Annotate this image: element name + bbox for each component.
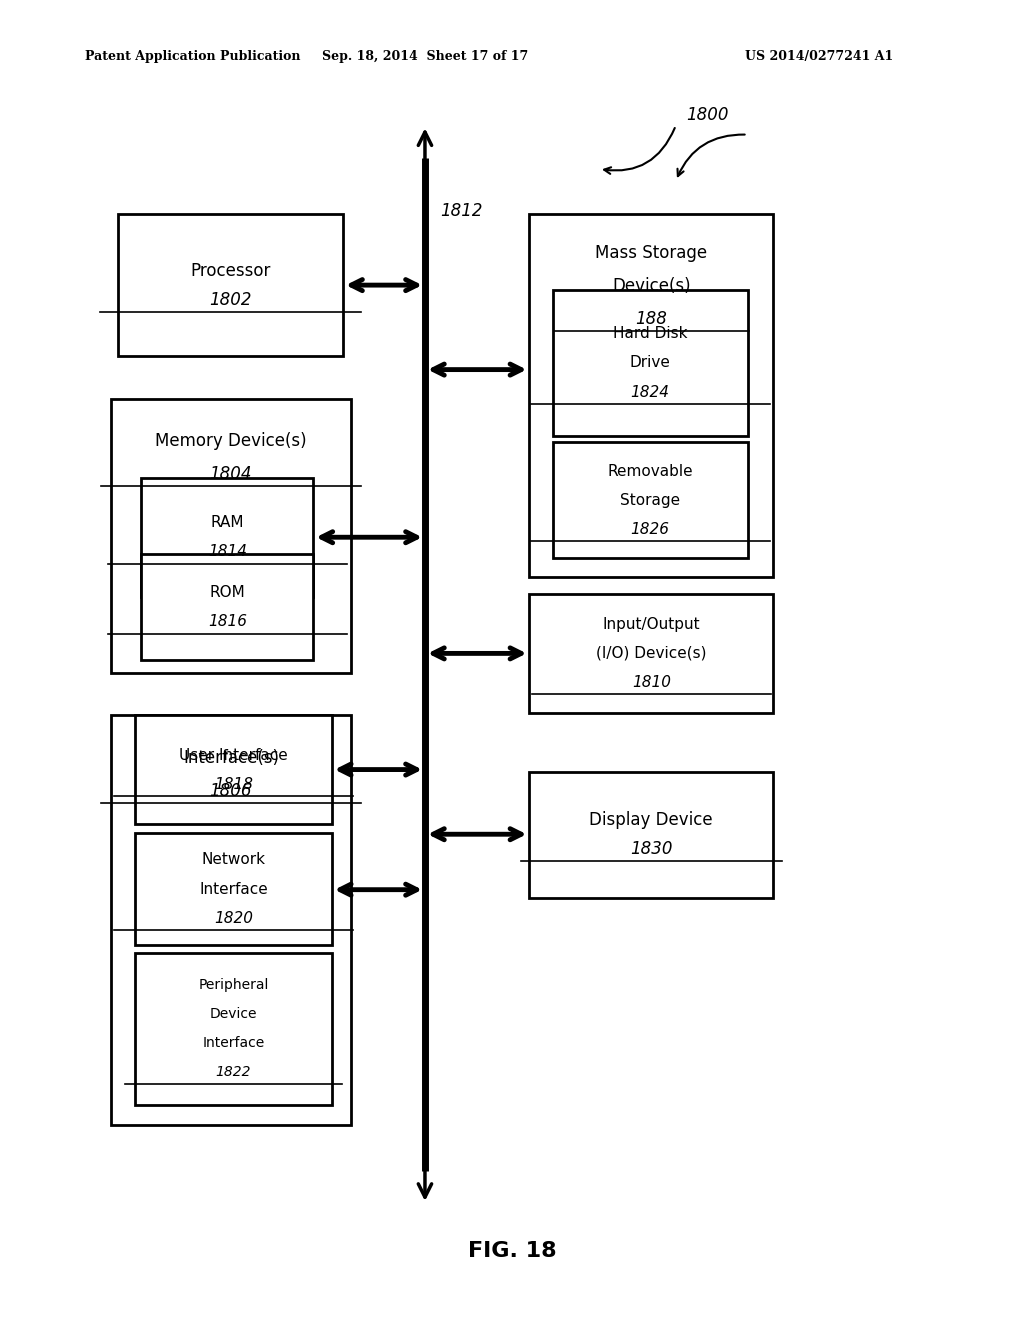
FancyArrowPatch shape <box>604 128 675 174</box>
Text: Processor: Processor <box>190 261 270 280</box>
FancyArrowPatch shape <box>678 135 744 176</box>
FancyBboxPatch shape <box>553 290 748 436</box>
Text: Mass Storage: Mass Storage <box>595 244 708 263</box>
Text: ROM: ROM <box>210 585 245 601</box>
FancyBboxPatch shape <box>553 442 748 558</box>
Text: Interface(s): Interface(s) <box>183 748 279 767</box>
FancyBboxPatch shape <box>529 594 773 713</box>
Text: US 2014/0277241 A1: US 2014/0277241 A1 <box>745 50 893 63</box>
Text: 1806: 1806 <box>210 781 252 800</box>
FancyBboxPatch shape <box>118 214 343 356</box>
Text: 1816: 1816 <box>208 614 247 630</box>
FancyBboxPatch shape <box>111 399 351 673</box>
Text: Interface: Interface <box>203 1036 264 1051</box>
Text: Drive: Drive <box>630 355 671 371</box>
FancyBboxPatch shape <box>141 478 313 597</box>
Text: Patent Application Publication: Patent Application Publication <box>85 50 300 63</box>
FancyBboxPatch shape <box>529 214 773 577</box>
Text: Input/Output: Input/Output <box>602 616 700 632</box>
Text: FIG. 18: FIG. 18 <box>468 1241 556 1262</box>
Text: Sep. 18, 2014  Sheet 17 of 17: Sep. 18, 2014 Sheet 17 of 17 <box>322 50 528 63</box>
FancyBboxPatch shape <box>135 953 332 1105</box>
Text: Removable: Removable <box>607 463 693 479</box>
Text: 1824: 1824 <box>631 384 670 400</box>
Text: Network: Network <box>202 853 265 867</box>
Text: 1826: 1826 <box>631 521 670 537</box>
FancyBboxPatch shape <box>141 554 313 660</box>
Text: User Interface: User Interface <box>179 747 288 763</box>
Text: 1830: 1830 <box>630 841 673 858</box>
Text: 1822: 1822 <box>216 1065 251 1080</box>
Text: 1820: 1820 <box>214 911 253 925</box>
Text: Display Device: Display Device <box>590 812 713 829</box>
Text: Storage: Storage <box>621 492 680 508</box>
FancyBboxPatch shape <box>111 715 351 1125</box>
Text: 188: 188 <box>635 310 668 329</box>
Text: 1818: 1818 <box>214 776 253 792</box>
FancyBboxPatch shape <box>135 833 332 945</box>
Text: 1812: 1812 <box>440 202 483 220</box>
FancyBboxPatch shape <box>529 772 773 898</box>
Text: Device: Device <box>210 1007 257 1022</box>
Text: Interface: Interface <box>199 882 268 896</box>
Text: (I/O) Device(s): (I/O) Device(s) <box>596 645 707 661</box>
Text: 1804: 1804 <box>210 465 252 483</box>
Text: Memory Device(s): Memory Device(s) <box>155 432 307 450</box>
Text: 1810: 1810 <box>632 675 671 690</box>
Text: 1800: 1800 <box>686 106 729 124</box>
Text: RAM: RAM <box>211 515 244 531</box>
Text: 1814: 1814 <box>208 544 247 560</box>
Text: Peripheral: Peripheral <box>199 978 268 993</box>
Text: Hard Disk: Hard Disk <box>613 326 687 342</box>
Text: Device(s): Device(s) <box>612 277 690 296</box>
Text: 1802: 1802 <box>209 290 252 309</box>
FancyBboxPatch shape <box>135 715 332 824</box>
